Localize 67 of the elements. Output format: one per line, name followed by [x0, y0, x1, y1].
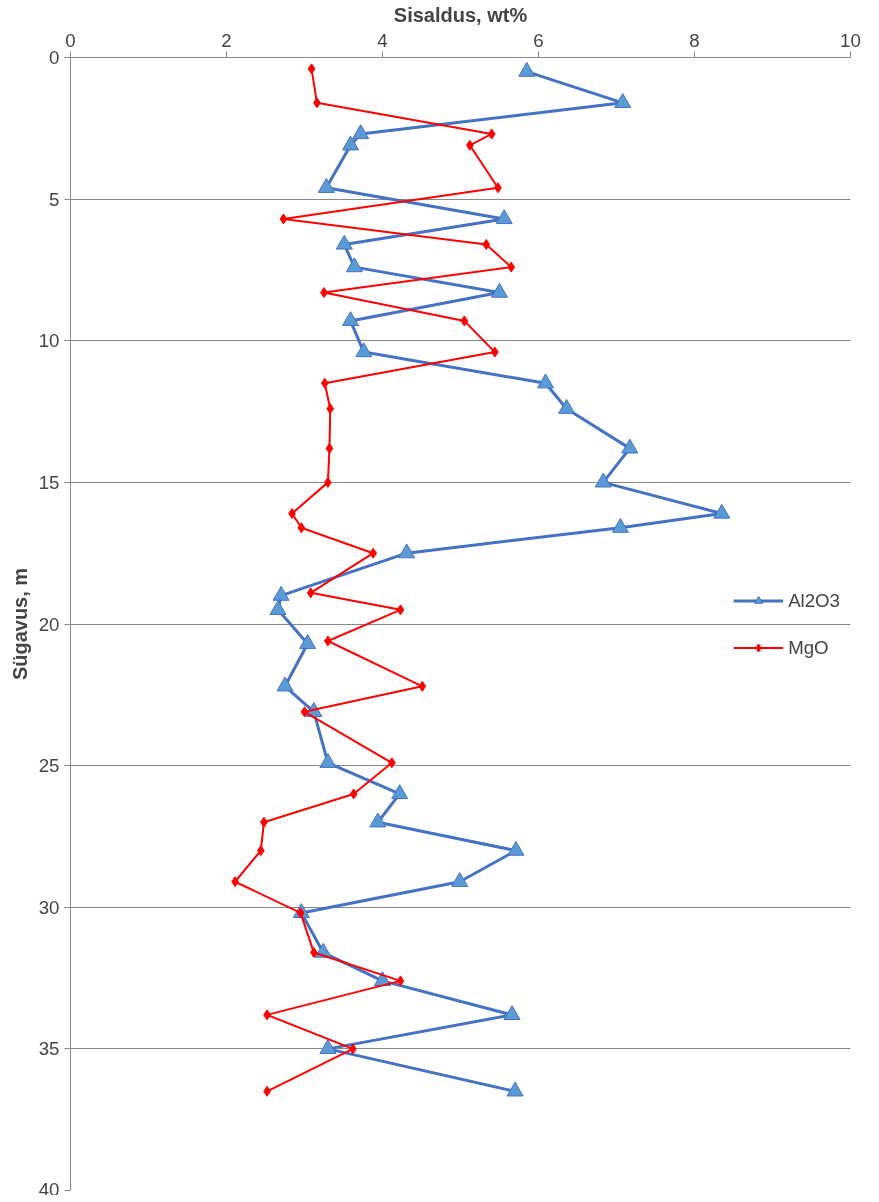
- point: [491, 282, 508, 298]
- y-tick-label: 30: [38, 896, 60, 918]
- y-tick-label: 10: [38, 330, 60, 352]
- point: [352, 124, 370, 140]
- point: [335, 234, 353, 250]
- point: [451, 872, 469, 887]
- point: [276, 676, 294, 692]
- point: [506, 1081, 524, 1097]
- point: [349, 788, 358, 800]
- point: [279, 213, 288, 225]
- legend-label: Al2O3: [788, 589, 840, 611]
- x-tick-label: 6: [533, 29, 544, 51]
- y-tick-label: 25: [38, 755, 60, 777]
- point: [256, 845, 265, 857]
- x-axis-title: Sisaldus, wt%: [393, 3, 528, 26]
- legend-label: MgO: [788, 636, 829, 658]
- point: [418, 680, 427, 692]
- point: [713, 503, 731, 519]
- point: [490, 346, 499, 358]
- point: [396, 604, 405, 616]
- point: [307, 63, 316, 75]
- x-tick-label: 0: [65, 29, 76, 51]
- point: [319, 753, 337, 768]
- point: [537, 373, 555, 389]
- y-tick-label: 5: [49, 188, 60, 210]
- point: [487, 128, 496, 140]
- x-tick-label: 2: [221, 29, 232, 51]
- point: [345, 257, 363, 273]
- point: [319, 1039, 337, 1054]
- point: [507, 261, 516, 273]
- point: [342, 311, 360, 327]
- point: [320, 377, 329, 389]
- point: [518, 61, 536, 77]
- point: [558, 398, 576, 414]
- point: [594, 472, 612, 488]
- point: [503, 1005, 521, 1020]
- point: [391, 784, 409, 800]
- point: [396, 975, 405, 987]
- y-tick-label: 20: [38, 613, 60, 635]
- point: [297, 522, 306, 534]
- point: [342, 135, 360, 151]
- point: [299, 634, 317, 649]
- point: [482, 238, 491, 250]
- point: [614, 93, 632, 108]
- y-tick-label: 35: [38, 1038, 60, 1060]
- point: [507, 840, 525, 856]
- y-tick-label: 15: [38, 471, 60, 493]
- point: [398, 543, 416, 559]
- x-tick-label: 8: [689, 29, 700, 51]
- y-tick-label: 40: [38, 1178, 60, 1200]
- x-tick-label: 10: [840, 29, 861, 51]
- point: [369, 812, 387, 828]
- point: [306, 587, 315, 599]
- point: [621, 438, 639, 454]
- point: [355, 342, 373, 358]
- x-tick-label: 4: [377, 29, 388, 51]
- point: [325, 442, 334, 454]
- point: [326, 403, 335, 415]
- point: [300, 706, 309, 718]
- point: [317, 178, 335, 193]
- point: [495, 209, 513, 225]
- y-tick-label: 0: [49, 47, 60, 68]
- point: [272, 585, 290, 601]
- y-axis-title: Sügavus, m: [8, 567, 31, 681]
- point: [611, 517, 629, 533]
- point: [460, 315, 469, 327]
- point: [269, 600, 287, 615]
